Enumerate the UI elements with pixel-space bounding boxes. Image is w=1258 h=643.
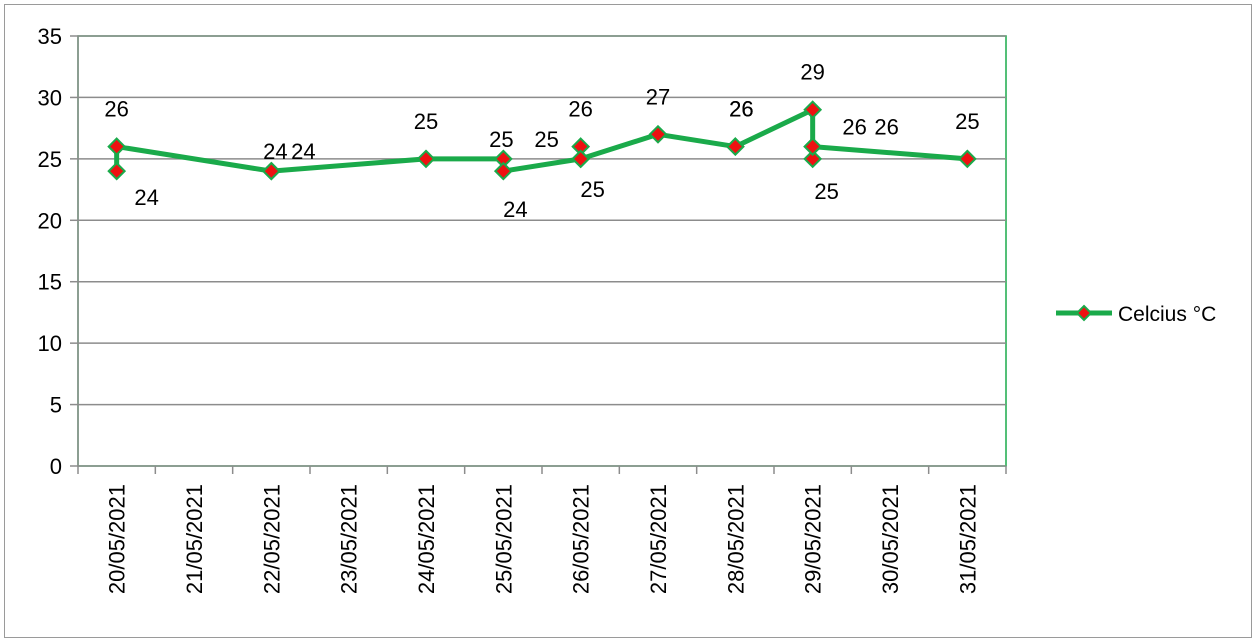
legend-label: Celcius °C [1118,303,1216,326]
data-label: 25 [580,177,604,202]
data-point-marker [261,161,281,181]
data-label: 26 [568,97,592,122]
x-tick-label: 30/05/2021 [878,484,903,594]
data-label: 25 [534,127,558,152]
x-tick-label: 26/05/2021 [569,484,594,594]
y-tick-label: 0 [50,454,62,479]
data-label: 25 [814,179,838,204]
x-tick-label: 25/05/2021 [491,484,516,594]
x-tick-label: 31/05/2021 [955,484,980,594]
data-label: 25 [414,109,438,134]
plot-area [77,35,1007,467]
x-tick-label: 28/05/2021 [723,484,748,594]
y-tick-label: 20 [38,208,62,233]
data-point-marker [803,100,823,120]
data-label: 26 [729,97,753,122]
x-tick-label: 29/05/2021 [801,484,826,594]
y-tick-label: 35 [38,24,62,49]
y-tick-label: 10 [38,331,62,356]
x-tick-label: 23/05/2021 [337,484,362,594]
data-point-marker [803,149,823,169]
data-label: 24 [503,197,527,222]
chart-frame [4,4,1252,638]
data-label: 26 [104,97,128,122]
y-tick-label: 30 [38,85,62,110]
data-label: 25 [489,127,513,152]
data-label: 25 [955,109,979,134]
data-point-marker [107,161,127,181]
data-point-marker [416,149,436,169]
data-label: 27 [646,84,670,109]
x-tick-label: 27/05/2021 [646,484,671,594]
data-label: 26 [874,115,898,140]
data-point-marker [648,124,668,144]
data-point-marker [493,161,513,181]
y-tick-label: 5 [50,393,62,418]
y-tick-label: 15 [38,270,62,295]
data-point-marker [571,149,591,169]
data-label: 24 [134,185,158,210]
x-tick-label: 24/05/2021 [414,484,439,594]
data-label: 26 [729,97,753,122]
legend-marker [1075,304,1093,322]
data-point-marker [803,137,823,156]
data-point-marker [957,149,977,169]
data-label: 29 [800,60,824,85]
x-tick-label: 20/05/2021 [105,484,130,594]
x-tick-label: 21/05/2021 [182,484,207,594]
data-label: 24 [263,139,287,164]
data-label: 26 [842,115,866,140]
data-label: 24 [291,139,315,164]
x-tick-label: 22/05/2021 [259,484,284,594]
y-tick-label: 25 [38,147,62,172]
data-point-marker [107,137,127,156]
data-point-marker [725,137,745,156]
